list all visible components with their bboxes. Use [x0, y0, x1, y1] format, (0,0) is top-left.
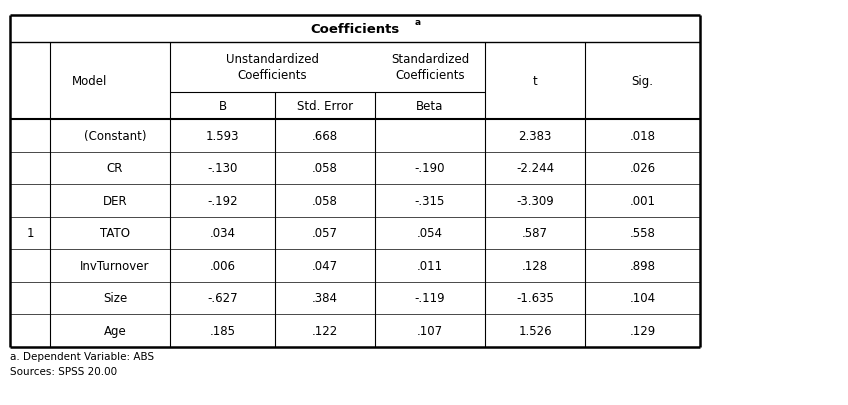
- Text: .047: .047: [312, 259, 338, 272]
- Text: Std. Error: Std. Error: [297, 100, 353, 113]
- Text: InvTurnover: InvTurnover: [81, 259, 150, 272]
- Text: Model: Model: [72, 75, 108, 88]
- Text: -3.309: -3.309: [516, 194, 554, 207]
- Text: t: t: [533, 75, 538, 88]
- Text: Sig.: Sig.: [632, 75, 654, 88]
- Text: .128: .128: [522, 259, 548, 272]
- Text: a. Dependent Variable: ABS: a. Dependent Variable: ABS: [10, 352, 154, 362]
- Text: a: a: [415, 18, 421, 27]
- Text: -.192: -.192: [207, 194, 237, 207]
- Text: .107: .107: [417, 324, 443, 337]
- Text: .054: .054: [417, 227, 443, 240]
- Text: .668: .668: [312, 130, 338, 143]
- Text: Age: Age: [103, 324, 126, 337]
- Text: .122: .122: [312, 324, 338, 337]
- Text: .185: .185: [209, 324, 236, 337]
- Text: Size: Size: [103, 292, 127, 305]
- Text: Sources: SPSS 20.00: Sources: SPSS 20.00: [10, 367, 117, 377]
- Text: (Constant): (Constant): [84, 130, 146, 143]
- Text: .384: .384: [312, 292, 338, 305]
- Text: .587: .587: [522, 227, 548, 240]
- Text: .558: .558: [629, 227, 656, 240]
- Text: Standardized
Coefficients: Standardized Coefficients: [391, 53, 469, 82]
- Text: -.119: -.119: [415, 292, 445, 305]
- Text: .001: .001: [629, 194, 656, 207]
- Text: -.190: -.190: [415, 162, 445, 175]
- Text: -.315: -.315: [415, 194, 445, 207]
- Text: 1: 1: [26, 227, 34, 240]
- Text: Unstandardized
Coefficients: Unstandardized Coefficients: [226, 53, 319, 82]
- Text: -1.635: -1.635: [516, 292, 554, 305]
- Text: .006: .006: [209, 259, 236, 272]
- Text: 1.526: 1.526: [518, 324, 552, 337]
- Text: -.130: -.130: [207, 162, 237, 175]
- Text: DER: DER: [103, 194, 127, 207]
- Text: B: B: [219, 100, 226, 113]
- Text: 1.593: 1.593: [206, 130, 239, 143]
- Text: 2.383: 2.383: [518, 130, 552, 143]
- Text: .058: .058: [312, 162, 338, 175]
- Text: Beta: Beta: [416, 100, 444, 113]
- Text: Coefficients: Coefficients: [310, 23, 399, 36]
- Text: CR: CR: [107, 162, 123, 175]
- Text: .018: .018: [629, 130, 656, 143]
- Text: TATO: TATO: [100, 227, 130, 240]
- Text: .058: .058: [312, 194, 338, 207]
- Text: -2.244: -2.244: [516, 162, 554, 175]
- Text: .011: .011: [417, 259, 443, 272]
- Text: .034: .034: [209, 227, 236, 240]
- Text: .129: .129: [629, 324, 656, 337]
- Text: .898: .898: [629, 259, 656, 272]
- Text: .057: .057: [312, 227, 338, 240]
- Text: .026: .026: [629, 162, 656, 175]
- Text: -.627: -.627: [207, 292, 237, 305]
- Text: .104: .104: [629, 292, 656, 305]
